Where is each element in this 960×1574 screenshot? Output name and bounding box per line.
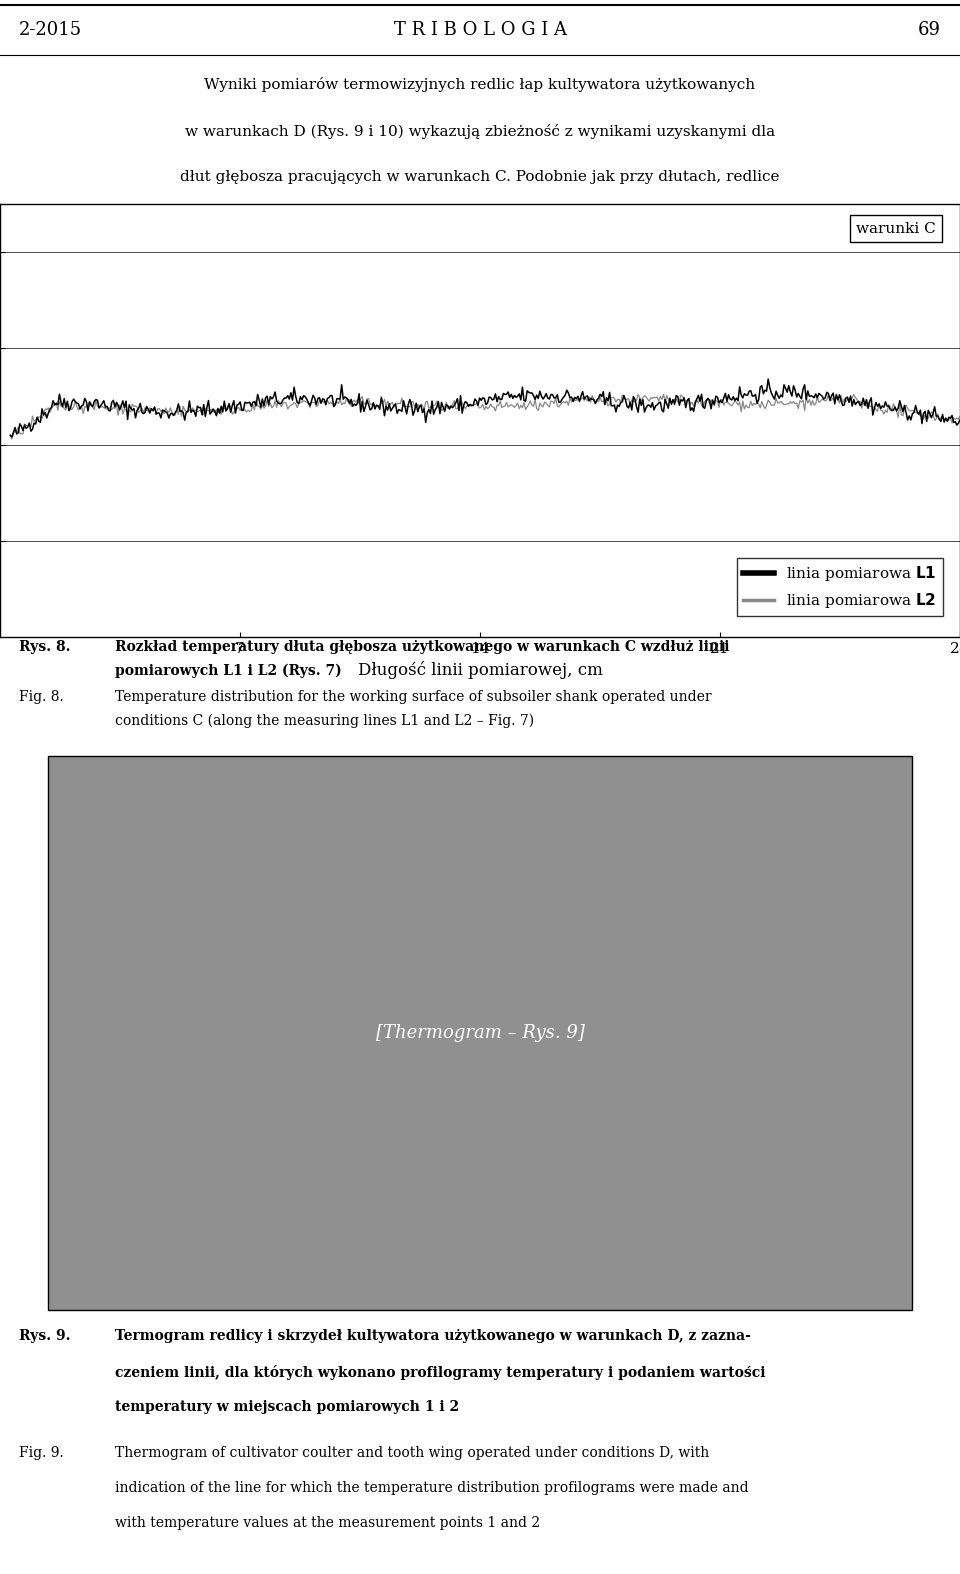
Text: Rys. 9.: Rys. 9. [19,1330,71,1343]
Text: pomiarowych L1 i L2 (Rys. 7): pomiarowych L1 i L2 (Rys. 7) [115,664,342,678]
Text: Thermogram of cultivator coulter and tooth wing operated under conditions D, wit: Thermogram of cultivator coulter and too… [115,1447,709,1459]
Text: [Thermogram – Rys. 9]: [Thermogram – Rys. 9] [375,1025,585,1042]
Text: w warunkach D (Rys. 9 i 10) wykazują zbieżność z wynikami uzyskanymi dla: w warunkach D (Rys. 9 i 10) wykazują zbi… [185,123,775,139]
Legend: linia pomiarowa $\mathbf{L1}$, linia pomiarowa $\mathbf{L2}$: linia pomiarowa $\mathbf{L1}$, linia pom… [737,559,943,615]
Text: temperatury w miejscach pomiarowych 1 i 2: temperatury w miejscach pomiarowych 1 i … [115,1399,459,1413]
X-axis label: Długość linii pomiarowej, cm: Długość linii pomiarowej, cm [357,661,603,680]
Text: T R I B O L O G I A: T R I B O L O G I A [394,20,566,39]
Text: 2-2015: 2-2015 [19,20,83,39]
Text: Fig. 9.: Fig. 9. [19,1447,64,1459]
Text: with temperature values at the measurement points 1 and 2: with temperature values at the measureme… [115,1516,540,1530]
Text: Rys. 8.: Rys. 8. [19,641,71,655]
Text: Wyniki pomiarów termowizyjnych redlic łap kultywatora użytkowanych: Wyniki pomiarów termowizyjnych redlic ła… [204,77,756,93]
Text: Temperature distribution for the working surface of subsoiler shank operated und: Temperature distribution for the working… [115,689,711,704]
Text: Fig. 8.: Fig. 8. [19,689,64,704]
Text: Termogram redlicy i skrzydeł kultywatora użytkowanego w warunkach D, z zazna-: Termogram redlicy i skrzydeł kultywatora… [115,1330,751,1343]
Text: Rozkład temperatury dłuta głębosza użytkowanego w warunkach C wzdłuż linii: Rozkład temperatury dłuta głębosza użytk… [115,641,730,655]
Text: conditions C (along the measuring lines L1 and L2 – Fig. 7): conditions C (along the measuring lines … [115,713,535,729]
Text: 69: 69 [918,20,941,39]
FancyBboxPatch shape [48,757,912,1310]
Text: dłut głębosza pracujących w warunkach C. Podobnie jak przy dłutach, redlice: dłut głębosza pracujących w warunkach C.… [180,170,780,184]
Text: czeniem linii, dla których wykonano profilogramy temperatury i podaniem wartości: czeniem linii, dla których wykonano prof… [115,1365,766,1379]
Text: indication of the line for which the temperature distribution profilograms were : indication of the line for which the tem… [115,1481,749,1495]
Text: warunki C: warunki C [856,222,936,236]
